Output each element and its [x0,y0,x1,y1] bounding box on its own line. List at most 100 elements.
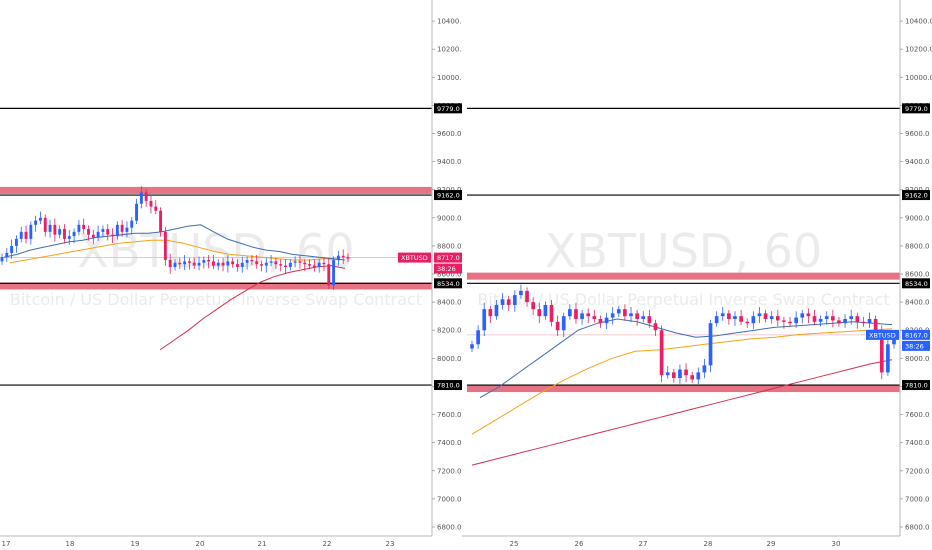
candle-body [702,365,707,373]
candle-body [82,224,86,230]
candle-body [255,261,259,265]
candle-body [332,259,336,286]
candle-body [843,318,847,324]
symbol-badge-bg [866,329,899,340]
candle-body [476,330,480,345]
watermark-symbol: XBTUSD, 60 [77,224,354,278]
price-tick-label: 8200.0 [437,327,462,335]
candle-body [531,302,535,310]
candle-body [10,245,14,253]
candle-body [500,299,505,305]
candle-body [216,262,220,266]
level-price-badge: 8534.0 [902,278,930,289]
time-axis[interactable]: 17 18 19 20 21 22 23 [0,535,462,550]
time-axis-background [0,536,462,550]
candle-body [616,309,621,314]
candle-body [236,264,239,267]
price-tick-label: 8400.0 [905,299,930,307]
level-badge-label: 7810.0 [437,382,460,390]
time-tick-label: 25 [510,540,519,548]
level-badge-bg [434,278,462,289]
candle-body [519,290,523,296]
countdown-badge-bg [434,263,462,274]
price-axis-background [900,0,932,550]
candle-body [221,262,225,266]
price-tick-label: 9400.0 [437,158,462,166]
candle-body [197,262,201,266]
candle-body [598,318,603,324]
candle-body [322,262,326,265]
level-badge-label: 9779.0 [905,105,928,113]
time-axis[interactable]: 25 26 27 28 29 30 [462,535,932,550]
candle-body [312,265,316,267]
candle-body [861,321,866,324]
candle-body [288,262,292,267]
candle-body [671,372,676,379]
support-resistance-zone [467,385,900,393]
candle-body [696,372,701,380]
candle-body [48,224,52,232]
candle-body [43,217,47,232]
time-tick-label: 17 [2,540,11,548]
level-badge-bg [434,380,462,391]
candle-body [125,227,129,232]
level-badge-label: 7810.0 [905,382,928,390]
candle-body [87,229,90,235]
moving-average-orange [9,239,341,264]
candle-body [818,318,823,322]
level-badge-label: 9779.0 [437,105,460,113]
candle-body [604,317,609,324]
price-tick-label: 10000.0 [437,74,462,82]
candle-body [240,262,244,267]
candle-body [782,320,786,322]
candle-body [659,330,664,376]
support-resistance-zone [467,272,900,280]
candle-body [733,316,737,319]
candle-body [824,316,829,319]
right-chart-pane[interactable]: XBTUSD, 60 Bitcoin / US Dollar Perpetual … [462,0,932,550]
candle-body [226,261,230,266]
price-tick-label: 7600.0 [437,411,462,419]
time-tick-label: 30 [832,540,841,548]
time-tick-label: 28 [704,540,713,548]
candle-body [708,323,713,366]
candle-body [19,231,23,239]
price-tick-label: 9600.0 [905,130,930,138]
price-tick-label: 10400.0 [437,18,462,26]
candle-body [303,262,307,265]
level-badge-bg [434,103,462,114]
price-axis[interactable]: 10400.010200.010000.09800.09600.09400.09… [431,0,462,550]
candle-body [812,316,817,322]
chart-background [0,0,462,550]
candle-body [327,264,331,286]
left-chart-pane[interactable]: XBTUSD, 60 Bitcoin / US Dollar Perpetual … [0,0,462,550]
candle-body [873,318,878,331]
symbol-price-badge: XBTUSD 8167.0 38:26 [866,329,930,351]
price-tick-label: 9400.0 [905,158,930,166]
level-badge-bg [902,380,930,391]
candle-body [91,234,95,238]
candle-body [187,261,191,263]
price-tick-label: 8400.0 [437,299,462,307]
watermark-symbol: XBTUSD, 60 [545,224,822,278]
support-resistance-zone [0,282,432,290]
candle-body [29,224,33,239]
watermark-description: Bitcoin / US Dollar Perpetual Inverse Sw… [10,290,422,309]
candle-body [250,259,254,262]
candle-body [207,259,211,262]
candle-body [561,316,566,331]
candle-body [149,200,153,207]
level-badge-label: 9162.0 [905,192,928,200]
candle-body [592,316,597,319]
price-axis[interactable]: 10400.010200.010000.09800.09600.09400.09… [899,0,932,550]
candle-body [879,330,884,373]
candle-body [800,313,805,318]
candle-body [788,321,792,324]
candle-body [543,304,548,317]
symbol-price-badge: XBTUSD 8717.0 38:26 [398,252,462,274]
candle-body [284,265,287,267]
candle-body [745,321,750,324]
level-price-badge: 9779.0 [434,103,462,114]
candle-body [714,316,719,324]
candle-body [739,316,743,322]
